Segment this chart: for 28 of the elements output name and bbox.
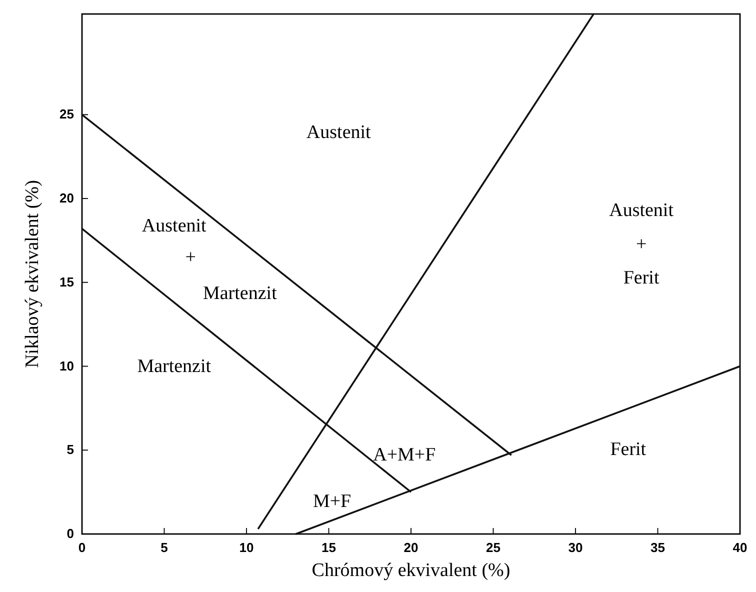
annotation: Martenzit (202, 283, 278, 304)
annotation: Austenit (142, 216, 208, 237)
annotation: Martenzit (137, 356, 212, 377)
annotation: Ferit (623, 268, 660, 289)
y-tick-label: 15 (60, 274, 74, 290)
annotation: Austenit (306, 122, 372, 143)
x-tick-label: 30 (568, 540, 583, 555)
annotation: + (636, 234, 647, 255)
annotation: Austenit (609, 200, 674, 221)
y-tick-label: 25 (60, 106, 74, 122)
y-tick-label: 10 (60, 358, 74, 374)
x-tick-label: 35 (650, 540, 665, 555)
y-tick-label: 5 (66, 442, 74, 458)
y-axis-title: Niklaový ekvivalent (%) (22, 180, 43, 368)
x-tick-label: 40 (732, 540, 748, 555)
x-tick-label: 5 (160, 540, 168, 555)
x-tick-label: 25 (486, 540, 500, 555)
annotation: M+F (312, 491, 352, 512)
y-tick-label: 0 (66, 526, 74, 541)
annotation: + (185, 246, 196, 268)
x-tick-label: 15 (322, 540, 336, 555)
annotation: A+M+F (373, 444, 436, 466)
annotation: Ferit (610, 439, 647, 460)
y-tick-label: 20 (60, 190, 74, 206)
x-tick-label: 10 (239, 540, 254, 555)
x-tick-label: 20 (404, 540, 418, 555)
x-axis-title: Chrómový ekvivalent (%) (312, 560, 510, 581)
x-tick-label: 0 (78, 540, 86, 555)
